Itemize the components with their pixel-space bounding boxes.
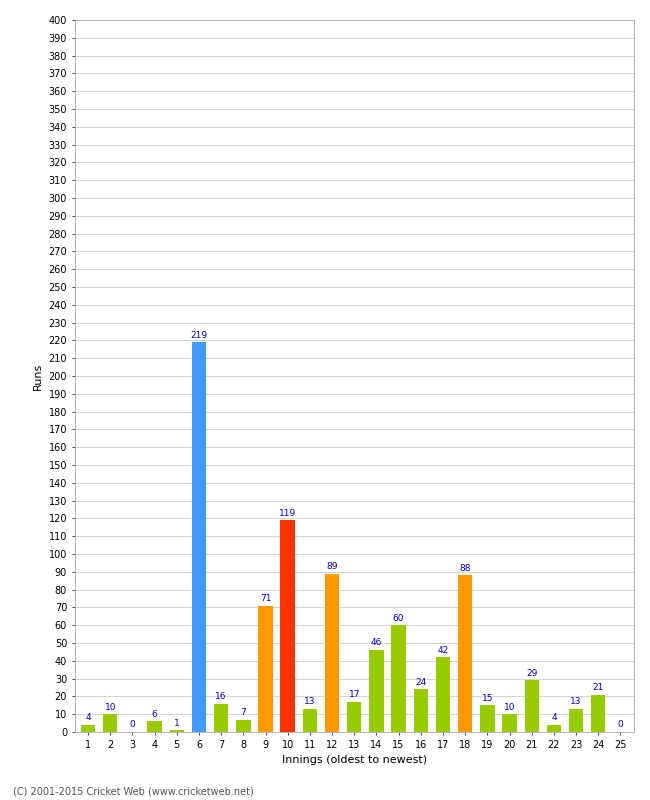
Bar bbox=[369, 650, 384, 732]
Y-axis label: Runs: Runs bbox=[33, 362, 43, 390]
Text: 60: 60 bbox=[393, 614, 404, 622]
Text: 15: 15 bbox=[482, 694, 493, 702]
Bar bbox=[103, 714, 118, 732]
Text: 21: 21 bbox=[593, 683, 604, 692]
Bar bbox=[148, 722, 162, 732]
Bar bbox=[170, 730, 184, 732]
Bar bbox=[547, 725, 561, 732]
Text: 0: 0 bbox=[618, 720, 623, 730]
Bar bbox=[281, 520, 295, 732]
Bar bbox=[525, 680, 539, 732]
Bar bbox=[436, 658, 450, 732]
Text: 10: 10 bbox=[105, 702, 116, 711]
Text: 29: 29 bbox=[526, 669, 538, 678]
Text: 219: 219 bbox=[190, 330, 207, 339]
Bar bbox=[569, 709, 583, 732]
Text: 16: 16 bbox=[215, 692, 227, 701]
Bar bbox=[458, 575, 473, 732]
Text: 17: 17 bbox=[348, 690, 360, 699]
Text: 24: 24 bbox=[415, 678, 426, 686]
Bar bbox=[413, 690, 428, 732]
Text: 13: 13 bbox=[570, 697, 582, 706]
Bar bbox=[591, 694, 605, 732]
Text: 88: 88 bbox=[460, 564, 471, 573]
Bar bbox=[81, 725, 96, 732]
Text: 7: 7 bbox=[240, 708, 246, 717]
Text: 6: 6 bbox=[151, 710, 157, 718]
Bar bbox=[214, 703, 228, 732]
Text: (C) 2001-2015 Cricket Web (www.cricketweb.net): (C) 2001-2015 Cricket Web (www.cricketwe… bbox=[13, 786, 254, 796]
Text: 119: 119 bbox=[279, 509, 296, 518]
Text: 71: 71 bbox=[260, 594, 271, 603]
Text: 42: 42 bbox=[437, 646, 448, 654]
Bar bbox=[502, 714, 517, 732]
X-axis label: Innings (oldest to newest): Innings (oldest to newest) bbox=[281, 755, 427, 765]
Text: 4: 4 bbox=[551, 714, 556, 722]
Text: 0: 0 bbox=[129, 720, 135, 730]
Bar bbox=[480, 706, 495, 732]
Text: 46: 46 bbox=[370, 638, 382, 647]
Text: 4: 4 bbox=[85, 714, 91, 722]
Text: 13: 13 bbox=[304, 697, 316, 706]
Bar bbox=[236, 719, 250, 732]
Bar bbox=[347, 702, 361, 732]
Text: 10: 10 bbox=[504, 702, 515, 711]
Bar bbox=[192, 342, 206, 732]
Text: 89: 89 bbox=[326, 562, 338, 571]
Bar bbox=[258, 606, 273, 732]
Bar bbox=[303, 709, 317, 732]
Bar bbox=[391, 626, 406, 732]
Text: 1: 1 bbox=[174, 718, 179, 727]
Bar bbox=[325, 574, 339, 732]
